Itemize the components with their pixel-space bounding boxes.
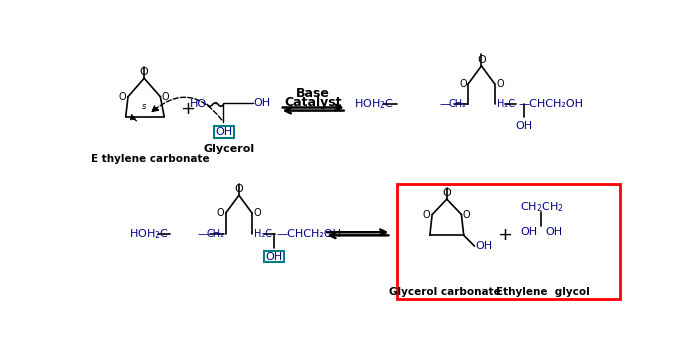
Text: Base: Base <box>296 87 330 100</box>
Text: O: O <box>140 67 148 77</box>
FancyArrowPatch shape <box>131 115 136 121</box>
Text: O: O <box>459 79 467 89</box>
Text: O: O <box>443 189 451 198</box>
Text: —CHCH₂OH: —CHCH₂OH <box>276 229 342 239</box>
Text: O: O <box>477 55 486 65</box>
Text: Catalyst: Catalyst <box>284 96 342 109</box>
Bar <box>397 184 620 299</box>
Text: OH: OH <box>475 241 492 251</box>
Text: O: O <box>463 209 470 219</box>
Text: CH$_2$CH$_2$: CH$_2$CH$_2$ <box>519 200 564 214</box>
Text: OH: OH <box>266 252 283 262</box>
Text: Glycerol carbonate: Glycerol carbonate <box>389 287 501 297</box>
Text: —: — <box>439 99 450 109</box>
Text: O: O <box>253 208 261 218</box>
Text: OH: OH <box>253 98 271 108</box>
Text: HOH$_2$C: HOH$_2$C <box>129 227 169 241</box>
Text: E thylene carbonate: E thylene carbonate <box>91 154 209 164</box>
Text: OH: OH <box>216 127 233 137</box>
FancyArrowPatch shape <box>152 97 222 120</box>
Text: O: O <box>423 209 431 219</box>
Text: H₂C: H₂C <box>253 229 271 239</box>
Text: O: O <box>162 92 170 102</box>
Bar <box>264 251 285 262</box>
Text: O: O <box>235 184 244 194</box>
Text: O: O <box>119 92 127 102</box>
Text: —CHCH₂OH: —CHCH₂OH <box>519 99 583 109</box>
Bar <box>214 126 235 138</box>
Text: Glycerol: Glycerol <box>203 144 255 154</box>
Text: +: + <box>497 226 512 244</box>
Text: CH₂: CH₂ <box>206 229 224 239</box>
Text: OH: OH <box>545 227 562 237</box>
Text: OH: OH <box>515 121 532 131</box>
Text: HOH$_2$C: HOH$_2$C <box>354 97 395 111</box>
Text: +: + <box>180 100 195 118</box>
Text: s: s <box>142 102 146 111</box>
Text: H₂C: H₂C <box>497 99 515 109</box>
Text: HO: HO <box>189 99 207 109</box>
Text: CH₂: CH₂ <box>448 99 466 109</box>
Text: —: — <box>198 229 209 239</box>
Text: OH: OH <box>521 227 538 237</box>
Text: O: O <box>496 79 504 89</box>
Text: O: O <box>216 208 224 218</box>
Text: Ethylene  glycol: Ethylene glycol <box>496 287 590 297</box>
